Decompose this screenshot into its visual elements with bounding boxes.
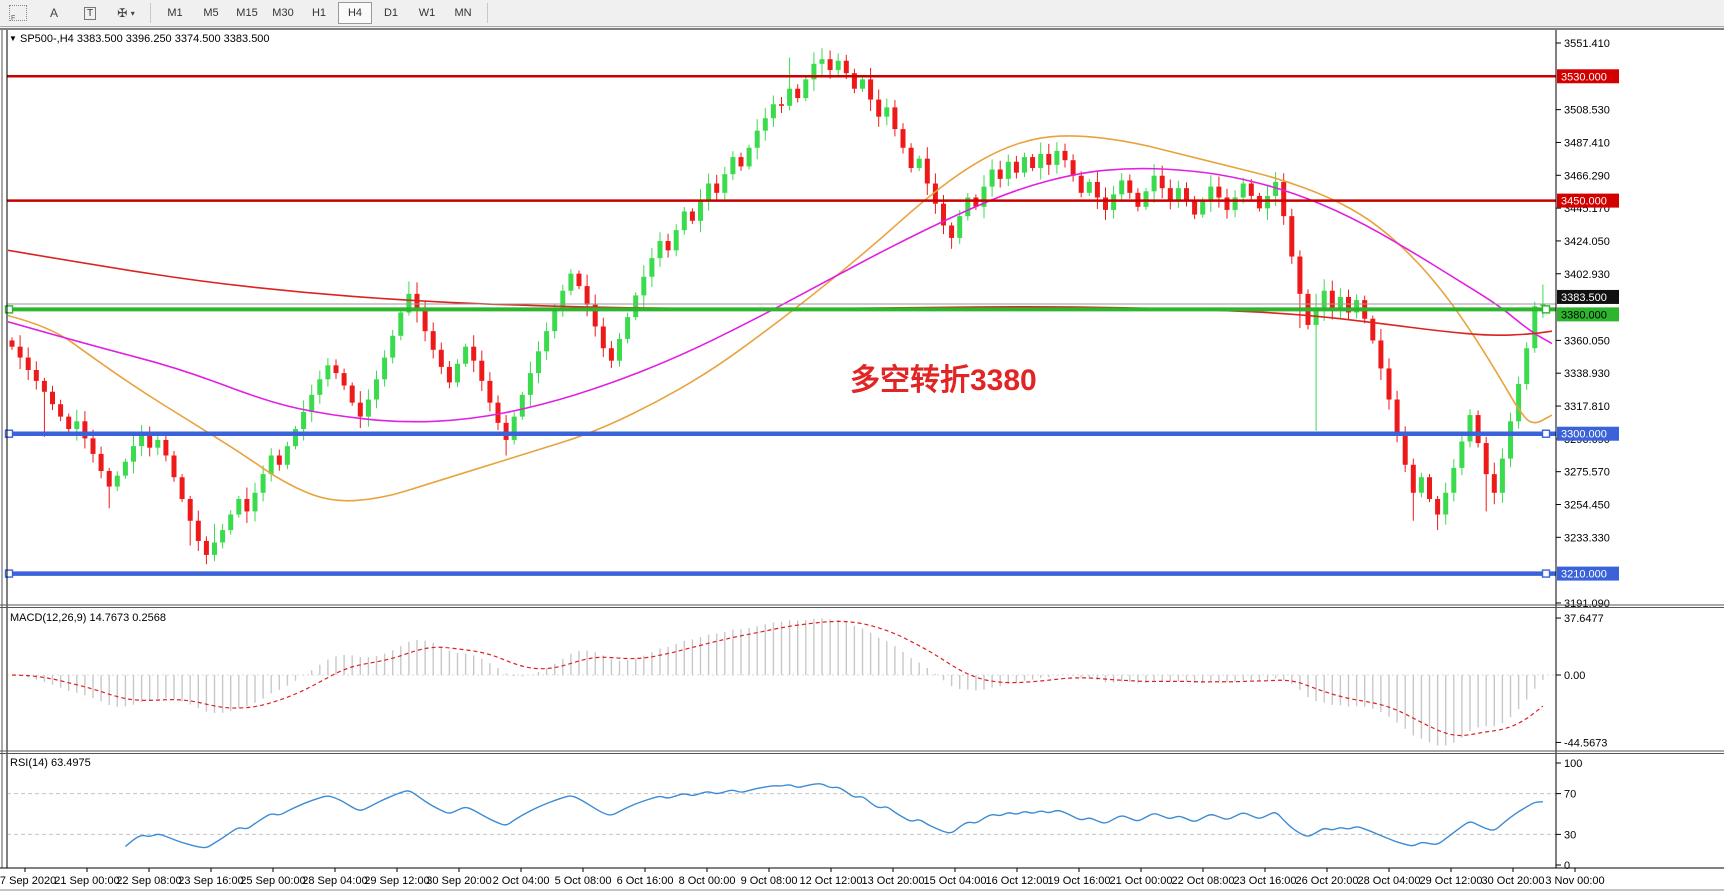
macd-indicator-label: MACD(12,26,9) 14.7673 0.2568 <box>10 612 166 624</box>
timeframe-h4-button[interactable]: H4 <box>338 2 372 24</box>
text-box-icon: T <box>83 6 97 20</box>
chart-canvas[interactable]: 3551.4103508.5303487.4103466.2903445.170… <box>0 28 1724 895</box>
price-tick-label: 3487.410 <box>1564 137 1610 149</box>
text-label-button[interactable]: A <box>37 2 71 24</box>
price-tick-label: 3466.290 <box>1564 170 1610 182</box>
price-tick-label: 3551.410 <box>1564 38 1610 50</box>
time-tick-label: 21 Oct 00:00 <box>1110 875 1173 887</box>
time-tick-label: 22 Sep 08:00 <box>116 875 181 887</box>
top-toolbar: F A T ✠ ▾ M1 M5 M15 M30 H1 H4 D1 W1 MN <box>0 0 1724 27</box>
time-tick-label: 28 Oct 04:00 <box>1358 875 1421 887</box>
crosshair-button[interactable]: ✠ ▾ <box>109 2 143 24</box>
time-tick-label: 21 Sep 00:00 <box>54 875 119 887</box>
price-tick-label: 3508.530 <box>1564 105 1610 117</box>
annotation-text[interactable]: 多空转折3380 <box>850 364 1037 397</box>
rsi-indicator-label: RSI(14) 63.4975 <box>10 757 91 769</box>
price-tick-label: 3191.090 <box>1564 598 1610 610</box>
rsi-tick-label: 30 <box>1564 829 1576 841</box>
chart-shift-button[interactable]: F <box>1 2 35 24</box>
ohlc-readout: 3383.500 3396.250 3374.500 3383.500 <box>76 33 270 45</box>
price-level-label: 3300.000 <box>1561 429 1607 441</box>
price-tick-label: 3338.930 <box>1564 368 1610 380</box>
price-tick-label: 3254.450 <box>1564 500 1610 512</box>
price-tick-label: 3402.930 <box>1564 269 1610 281</box>
timeframe-m30-button[interactable]: M30 <box>272 7 294 19</box>
rsi-tick-label: 0 <box>1564 860 1570 872</box>
time-tick-label: 30 Oct 20:00 <box>1482 875 1545 887</box>
time-tick-label: 29 Oct 12:00 <box>1420 875 1483 887</box>
chart-window: 3551.410 3508.530 3487.410 3466.290 3445.170… <box>0 28 1724 895</box>
time-tick-label: 13 Oct 20:00 <box>862 875 925 887</box>
toolbar-separator <box>150 3 151 23</box>
symbol-title-row: ▼ SP500-,H4 3383.500 3396.250 3374.500 3… <box>9 33 270 45</box>
rsi-tick-label: 100 <box>1564 758 1582 770</box>
price-axis[interactable]: 3551.4103508.5303487.4103466.2903445.170… <box>1556 38 1619 610</box>
time-tick-label: 22 Oct 08:00 <box>1172 875 1235 887</box>
hline-handle[interactable] <box>4 569 14 578</box>
timeframe-w1-button[interactable]: W1 <box>418 7 436 19</box>
rsi-line <box>124 783 1543 849</box>
time-tick-label: 15 Oct 04:00 <box>924 875 987 887</box>
time-tick-label: 5 Oct 08:00 <box>555 875 612 887</box>
time-tick-label: 29 Sep 12:00 <box>364 875 429 887</box>
time-tick-label: 26 Oct 20:00 <box>1296 875 1359 887</box>
time-tick-label: 23 Oct 16:00 <box>1234 875 1297 887</box>
timeframe-m15-button[interactable]: M15 <box>236 7 258 19</box>
crosshair-icon: ✠ <box>117 6 128 20</box>
price-tick-label: 3424.050 <box>1564 236 1610 248</box>
time-tick-label: 17 Sep 2020 <box>0 875 56 887</box>
macd-panel-series <box>8 618 1556 746</box>
hline-handle[interactable] <box>1541 569 1551 578</box>
price-level-label: 3383.500 <box>1561 292 1607 304</box>
symbol-dropdown-icon[interactable]: ▼ <box>9 34 17 43</box>
price-tick-label: 3360.050 <box>1564 335 1610 347</box>
price-tick-label: 3275.570 <box>1564 467 1610 479</box>
time-tick-label: 6 Oct 16:00 <box>617 875 674 887</box>
price-level-label: 3530.000 <box>1561 71 1607 83</box>
price-level-label: 3450.000 <box>1561 196 1607 208</box>
time-tick-label: 3 Nov 00:00 <box>1545 875 1604 887</box>
timeframe-d1-button[interactable]: D1 <box>383 7 399 19</box>
chevron-down-icon: ▾ <box>130 8 135 18</box>
time-tick-label: 8 Oct 00:00 <box>679 875 736 887</box>
timeframe-h1-button[interactable]: H1 <box>311 7 327 19</box>
toolbar-separator <box>487 3 488 23</box>
hline-handle[interactable] <box>1541 305 1551 314</box>
text-label-icon: A <box>49 6 58 20</box>
timeframe-m1-button[interactable]: M1 <box>167 7 183 19</box>
time-tick-label: 23 Sep 16:00 <box>178 875 243 887</box>
ma-mid-magenta[interactable] <box>8 167 1553 423</box>
timeframe-mn-button[interactable]: MN <box>454 7 472 19</box>
symbol-name: SP500-,H4 <box>19 33 74 45</box>
time-tick-label: 25 Sep 00:00 <box>240 875 305 887</box>
time-tick-label: 30 Sep 20:00 <box>426 875 491 887</box>
price-level-label: 3380.000 <box>1561 309 1607 321</box>
hline-handle[interactable] <box>4 429 14 438</box>
hline-handle[interactable] <box>4 305 14 314</box>
timeframe-m5-button[interactable]: M5 <box>203 7 219 19</box>
time-tick-label: 2 Oct 04:00 <box>493 875 550 887</box>
macd-tick-label: 0.00 <box>1564 670 1585 682</box>
macd-signal-line <box>11 620 1544 737</box>
time-tick-label: 28 Sep 04:00 <box>302 875 367 887</box>
rsi-tick-label: 70 <box>1564 789 1576 801</box>
price-tick-label: 3233.330 <box>1564 532 1610 544</box>
macd-tick-label: 37.6477 <box>1564 613 1604 625</box>
price-tick-label: 3317.810 <box>1564 401 1610 413</box>
time-tick-label: 9 Oct 08:00 <box>741 875 798 887</box>
time-tick-label: 12 Oct 12:00 <box>800 875 863 887</box>
time-tick-label: 19 Oct 16:00 <box>1048 875 1111 887</box>
hline-handle[interactable] <box>1541 429 1551 438</box>
time-tick-label: 16 Oct 12:00 <box>986 875 1049 887</box>
macd-tick-label: -44.5673 <box>1564 737 1607 749</box>
chart-shift-icon: F <box>9 5 27 22</box>
price-level-label: 3210.000 <box>1561 569 1607 581</box>
panel-borders <box>0 28 1724 891</box>
text-box-button[interactable]: T <box>73 2 107 24</box>
timeframe-group: M1 M5 M15 M30 H1 H4 D1 W1 MN <box>157 2 481 24</box>
rsi-panel-series <box>8 783 1556 849</box>
